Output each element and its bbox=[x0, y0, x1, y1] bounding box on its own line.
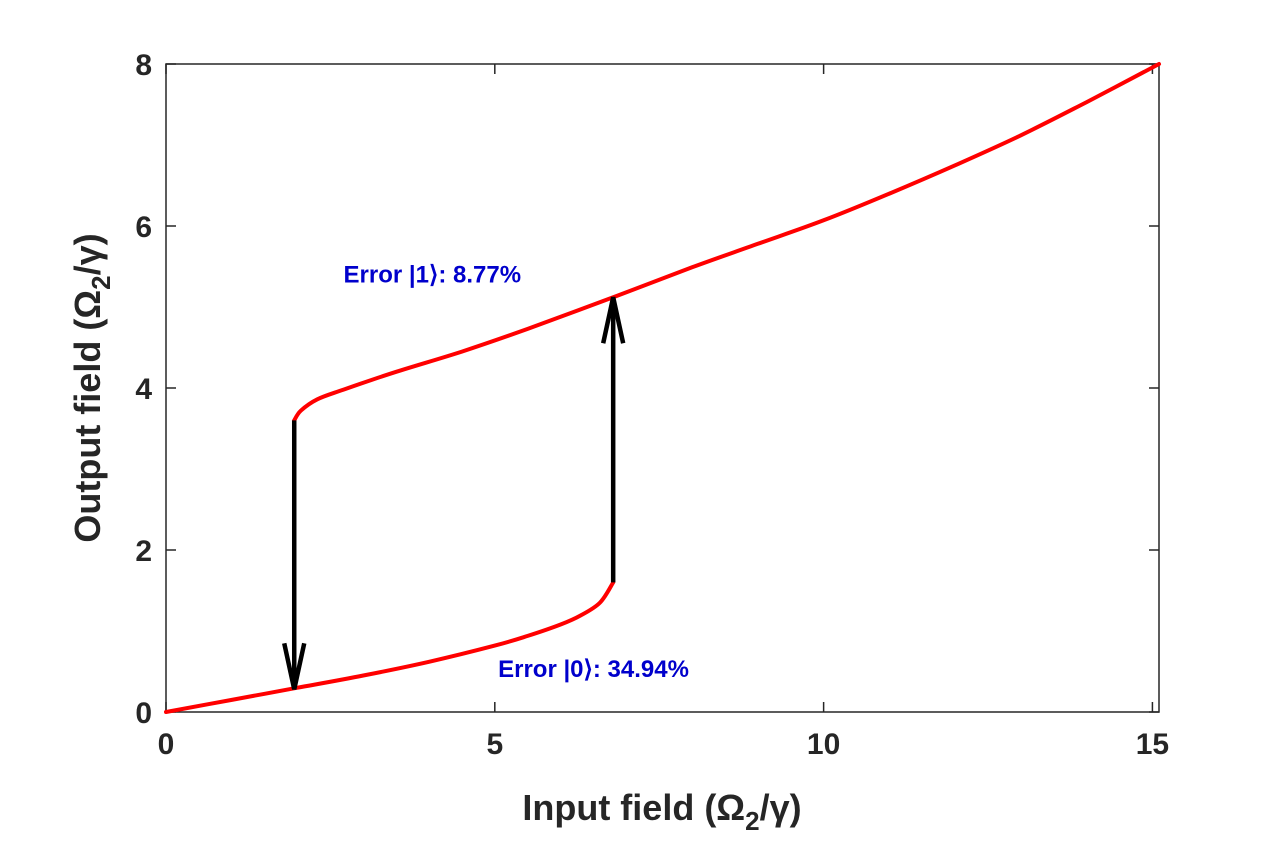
y-tick-label: 4 bbox=[135, 373, 152, 406]
x-tick-label: 15 bbox=[1136, 728, 1169, 761]
arrow-head bbox=[600, 296, 626, 344]
curve-upper-branch bbox=[292, 62, 1161, 423]
annotations: Error |1⟩: 8.77% Error |0⟩: 34.94% bbox=[344, 262, 689, 683]
axis-ticks bbox=[165, 63, 1159, 713]
plot-area bbox=[165, 63, 1160, 713]
arrow-head bbox=[282, 642, 307, 690]
annotation-error-1: Error |0⟩: 34.94% bbox=[498, 656, 689, 683]
y-tick-label: 2 bbox=[135, 535, 152, 568]
x-tick-label: 10 bbox=[807, 728, 840, 761]
annotation-error-0: Error |1⟩: 8.77% bbox=[344, 262, 521, 289]
arrow-up bbox=[600, 296, 626, 583]
curve-lower-branch bbox=[164, 580, 616, 714]
tick-labels: 0 5 10 15 0 2 4 6 8 bbox=[135, 49, 1169, 761]
x-tick-label: 5 bbox=[486, 728, 503, 761]
y-axis-label: Output field (Ω2/γ) bbox=[67, 233, 116, 542]
x-tick-label: 0 bbox=[158, 728, 175, 761]
x-axis-label: Input field (Ω2/γ) bbox=[522, 787, 801, 836]
arrow-down bbox=[282, 420, 307, 690]
series-curves bbox=[164, 62, 1161, 714]
transition-arrows bbox=[282, 296, 626, 690]
y-tick-label: 6 bbox=[135, 211, 152, 244]
y-tick-label: 0 bbox=[135, 697, 152, 730]
y-tick-label: 8 bbox=[135, 49, 152, 82]
